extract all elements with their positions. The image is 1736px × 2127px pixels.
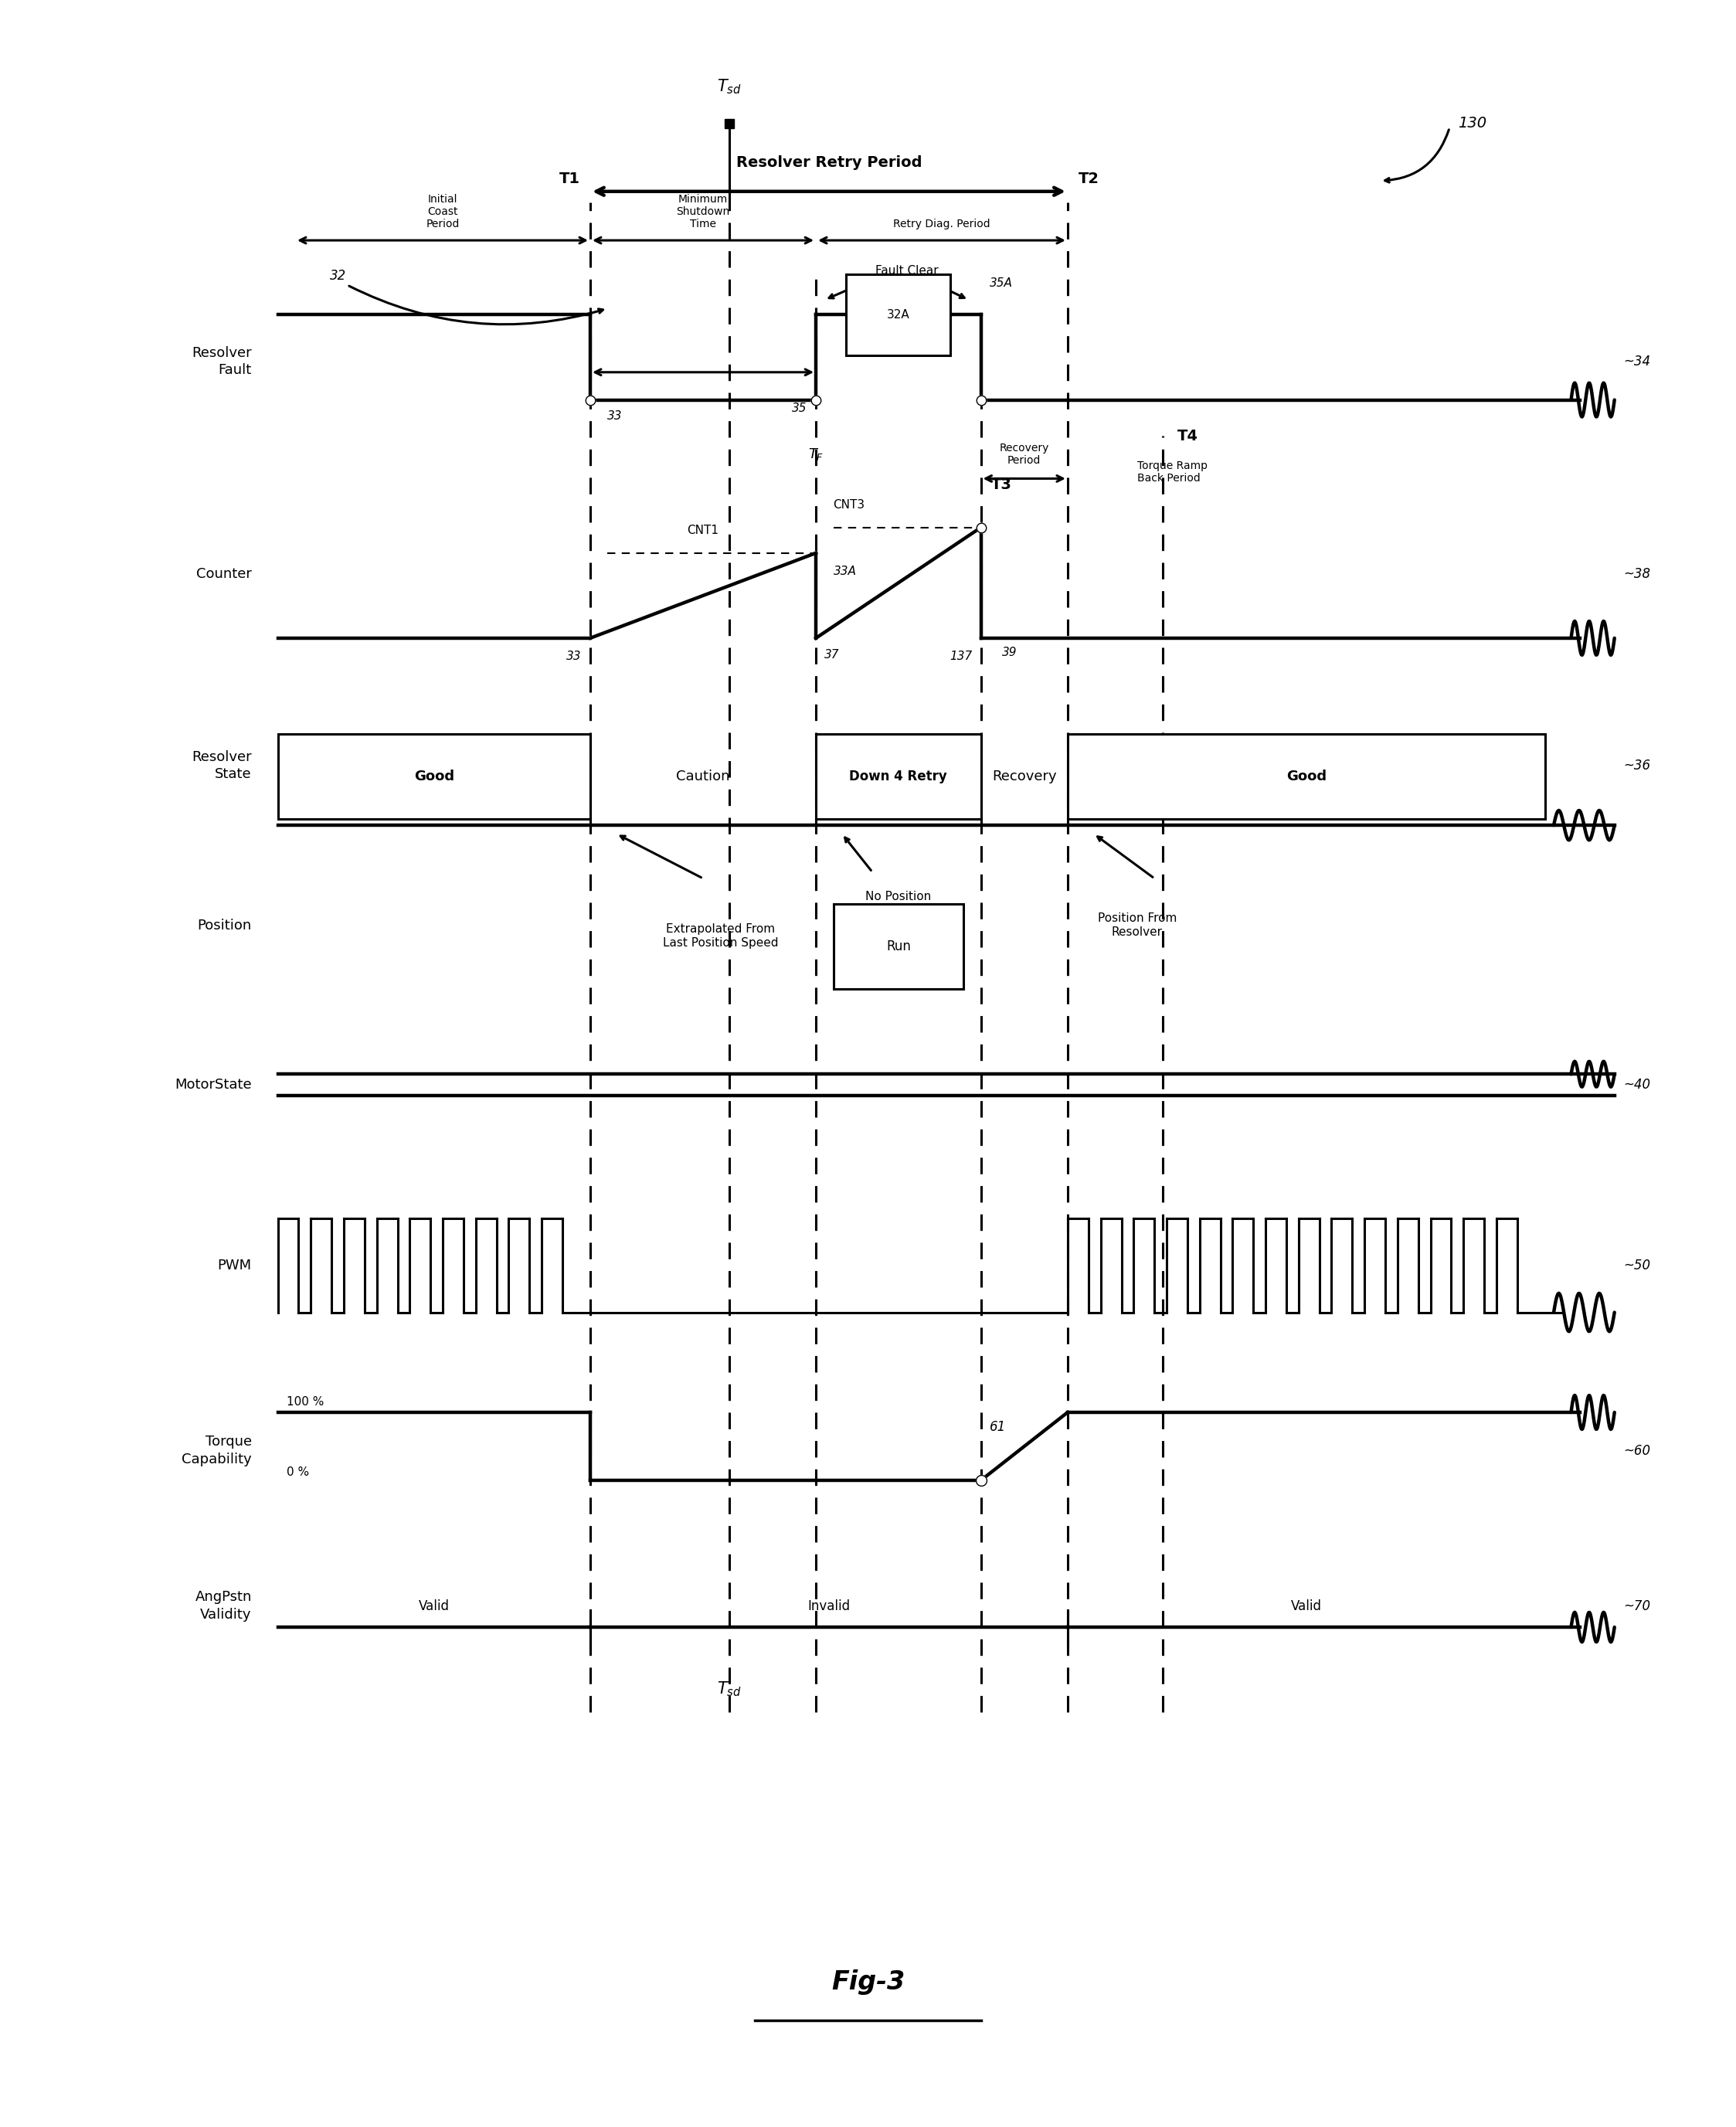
Text: Run: Run xyxy=(885,940,911,953)
FancyBboxPatch shape xyxy=(816,734,981,819)
Text: T3: T3 xyxy=(991,479,1012,491)
Text: 33A: 33A xyxy=(833,566,856,576)
Text: 33: 33 xyxy=(608,411,623,421)
Text: Good: Good xyxy=(1286,770,1326,783)
Text: Invalid: Invalid xyxy=(807,1600,851,1612)
Text: Recovery
Period: Recovery Period xyxy=(1000,442,1049,466)
FancyBboxPatch shape xyxy=(1068,734,1545,819)
Text: 39: 39 xyxy=(1002,647,1017,657)
Text: PWM: PWM xyxy=(217,1259,252,1272)
Text: Retry Diag. Period: Retry Diag. Period xyxy=(894,219,990,230)
Text: Position From
Resolver: Position From Resolver xyxy=(1097,912,1177,938)
Text: 130: 130 xyxy=(1458,117,1488,130)
Text: 100 %: 100 % xyxy=(286,1397,325,1408)
Text: CNT3: CNT3 xyxy=(833,500,865,510)
Text: 33: 33 xyxy=(566,651,582,661)
Text: AngPstn
Validity: AngPstn Validity xyxy=(194,1591,252,1621)
Text: Recovery: Recovery xyxy=(991,770,1057,783)
Text: $T_{sd}$: $T_{sd}$ xyxy=(717,1680,741,1699)
Text: 35A: 35A xyxy=(990,279,1012,289)
Text: Good: Good xyxy=(413,770,455,783)
FancyBboxPatch shape xyxy=(833,904,963,989)
Text: Down 4 Retry: Down 4 Retry xyxy=(849,770,948,783)
Text: Minimum
Shutdown
Time: Minimum Shutdown Time xyxy=(677,194,729,230)
Text: 137: 137 xyxy=(950,651,972,661)
Text: ~36: ~36 xyxy=(1623,759,1651,772)
Text: 35: 35 xyxy=(792,402,807,415)
Text: $T_{sd}$: $T_{sd}$ xyxy=(717,77,741,96)
Text: Position: Position xyxy=(198,919,252,932)
Text: Torque
Capability: Torque Capability xyxy=(182,1436,252,1466)
Text: ~50: ~50 xyxy=(1623,1259,1651,1272)
Text: ~34: ~34 xyxy=(1623,355,1651,368)
Text: T4: T4 xyxy=(1177,430,1198,442)
Text: Extrapolated From
Last Position Speed: Extrapolated From Last Position Speed xyxy=(663,923,778,949)
Text: 61: 61 xyxy=(990,1421,1005,1434)
Text: 0 %: 0 % xyxy=(286,1468,309,1478)
Text: Resolver Retry Period: Resolver Retry Period xyxy=(736,155,922,170)
Text: No Position
Available: No Position Available xyxy=(866,891,930,917)
Text: Torque Ramp
Back Period: Torque Ramp Back Period xyxy=(1137,462,1207,483)
Text: CNT1: CNT1 xyxy=(687,525,719,536)
Text: Resolver
State: Resolver State xyxy=(191,751,252,781)
Text: Valid: Valid xyxy=(418,1600,450,1612)
Text: 32: 32 xyxy=(330,268,345,283)
Text: Fig-3: Fig-3 xyxy=(832,1970,904,1995)
Text: T2: T2 xyxy=(1078,172,1099,185)
FancyBboxPatch shape xyxy=(278,734,590,819)
FancyBboxPatch shape xyxy=(845,274,950,355)
Text: T1: T1 xyxy=(559,172,580,185)
Text: 32A: 32A xyxy=(887,308,910,321)
Text: Caution: Caution xyxy=(677,770,729,783)
Text: ~70: ~70 xyxy=(1623,1600,1651,1612)
Text: ~40: ~40 xyxy=(1623,1078,1651,1091)
Text: Fault Clear: Fault Clear xyxy=(875,266,939,277)
Text: Counter: Counter xyxy=(196,568,252,581)
Text: 37: 37 xyxy=(825,649,840,659)
Text: MotorState: MotorState xyxy=(175,1078,252,1091)
Text: Valid: Valid xyxy=(1292,1600,1321,1612)
Text: Resolver
Fault: Resolver Fault xyxy=(191,347,252,376)
Text: Initial
Coast
Period: Initial Coast Period xyxy=(425,194,460,230)
Text: ~60: ~60 xyxy=(1623,1444,1651,1457)
Text: $T_F$: $T_F$ xyxy=(807,447,825,462)
Text: ~38: ~38 xyxy=(1623,568,1651,581)
